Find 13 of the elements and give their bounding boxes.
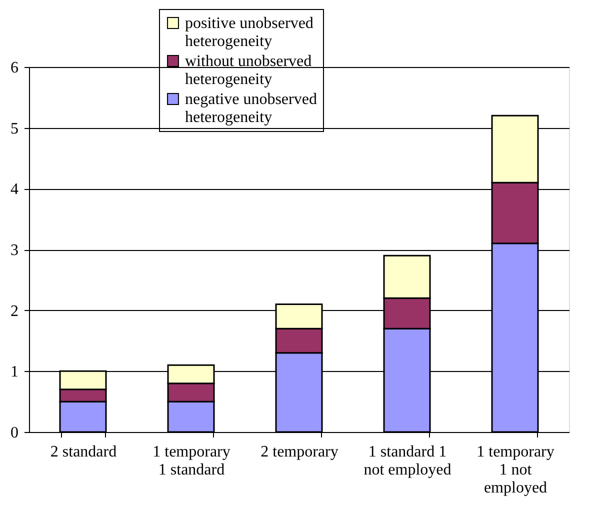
y-tick-label: 1 <box>10 364 18 381</box>
x-tick-label: 1 temporary 1 standard <box>152 444 230 478</box>
y-tick-label: 2 <box>10 302 18 320</box>
x-tick-label: 2 temporary <box>260 444 338 460</box>
y-tick-label: 6 <box>10 60 18 76</box>
x-tick-label: 2 standard <box>50 444 117 460</box>
y-tick-label: 5 <box>10 120 18 138</box>
x-tick-label: 1 standard 1 not employed <box>364 444 452 478</box>
y-tick-label: 4 <box>10 181 18 198</box>
x-tick-label: 1 temporary 1 not employed <box>476 444 554 496</box>
y-tick-label: 0 <box>10 424 18 442</box>
legend-label: negative unobserved heterogeneity <box>185 91 317 126</box>
y-tick-label: 3 <box>10 242 18 259</box>
